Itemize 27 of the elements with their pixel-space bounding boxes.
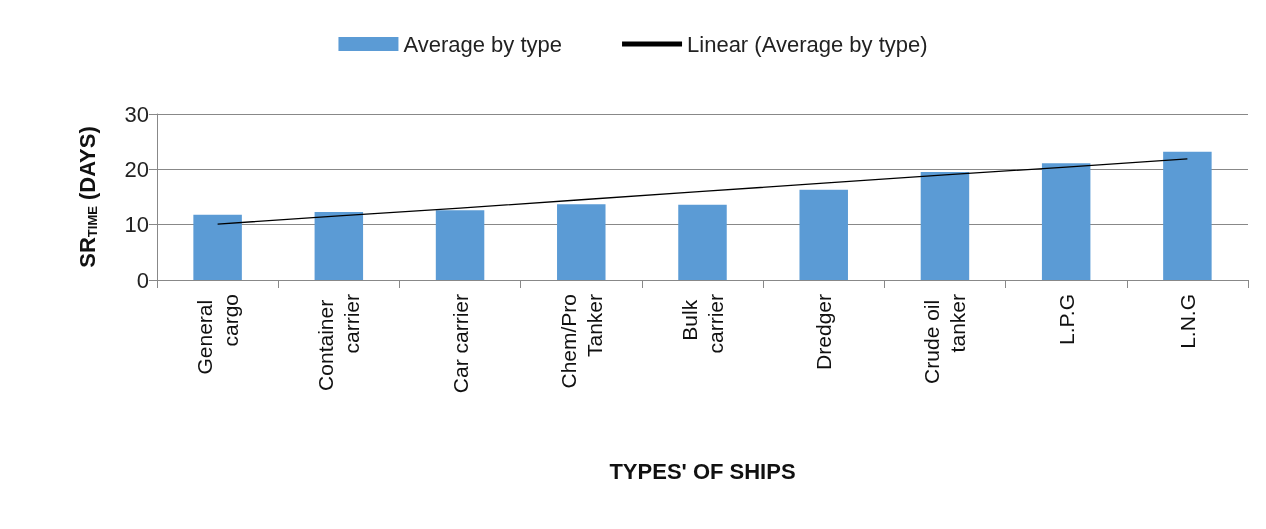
x-axis-title: TYPES' OF SHIPS [609, 458, 796, 484]
y-tick-label: 0 [136, 267, 149, 293]
x-tick-label: L.N.G [1175, 294, 1199, 349]
y-tick-label: 30 [124, 101, 149, 127]
y-axis-title: SRTIME (DAYS) [75, 126, 100, 268]
line-series [216, 158, 1189, 225]
bar [193, 214, 242, 280]
legend-label: Linear (Average by type) [687, 31, 928, 57]
bar [920, 172, 970, 280]
x-tick-label: Car carrier [448, 294, 472, 394]
y-tick-label: 10 [124, 212, 149, 238]
bar [1041, 163, 1091, 280]
bar [557, 204, 606, 280]
x-tick-label: Container carrier [314, 294, 364, 391]
x-tick-label: L.P.G [1054, 294, 1078, 345]
bar [1163, 151, 1212, 280]
bar [435, 210, 485, 280]
x-tick-label: Crude oil tanker [920, 294, 970, 384]
x-tick-label: Dredger [812, 294, 836, 370]
bar [678, 204, 727, 280]
bar [314, 211, 364, 280]
x-tick-label: General cargo [193, 294, 243, 375]
bar [799, 189, 848, 280]
x-tick-label: Bulk carrier [678, 294, 727, 354]
legend-label: Average by type [403, 31, 563, 57]
y-tick-label: 20 [124, 156, 149, 182]
x-tick-label: Chem/Pro Tanker [556, 294, 606, 389]
